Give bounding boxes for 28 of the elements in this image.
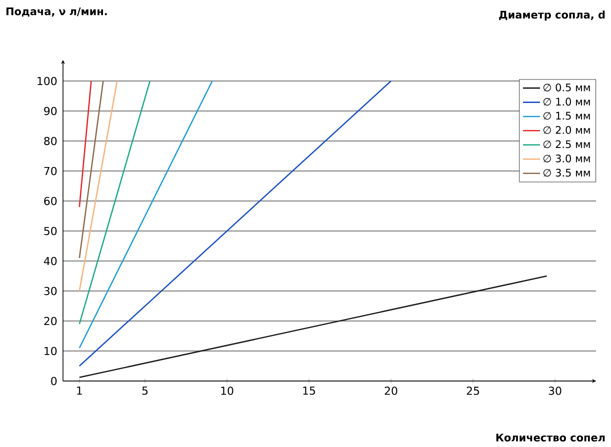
y-tick-label: 80	[44, 136, 57, 146]
x-tick-label: 10	[221, 386, 234, 395]
legend-label: ∅ 3.0 мм	[543, 154, 590, 162]
legend-label: ∅ 2.5 мм	[543, 140, 590, 148]
y-tick-label: 90	[44, 106, 57, 116]
y-tick-label: 70	[44, 166, 57, 176]
x-tick-label: 20	[384, 386, 398, 395]
legend-label: ∅ 1.0 мм	[543, 98, 590, 106]
x-axis-title: Количество сопел	[496, 434, 605, 442]
x-tick-label: 5	[142, 386, 148, 395]
y-tick-label: 50	[44, 226, 57, 236]
x-tick-label: 30	[548, 386, 562, 395]
legend-label: ∅ 0.5 мм	[543, 83, 590, 92]
x-tick-label: 15	[303, 386, 316, 395]
y-tick-label: 20	[44, 316, 57, 326]
x-tick-label: 1	[77, 386, 82, 395]
y-tick-label: 30	[44, 286, 57, 296]
x-tick-label: 25	[466, 386, 480, 395]
y-axis-title: Подача, ν л/мин.	[6, 8, 107, 17]
legend-title: Диаметр сопла, d	[499, 10, 605, 21]
y-tick-label: 10	[44, 346, 57, 356]
legend-label: ∅ 1.5 мм	[543, 112, 590, 120]
legend-label: ∅ 2.0 мм	[543, 126, 590, 134]
y-tick-label: 0	[51, 376, 57, 386]
y-tick-label: 40	[44, 256, 57, 266]
y-tick-label: 60	[44, 196, 57, 206]
y-tick-label: 100	[38, 76, 57, 86]
legend-label: ∅ 3.5 мм	[543, 168, 590, 177]
